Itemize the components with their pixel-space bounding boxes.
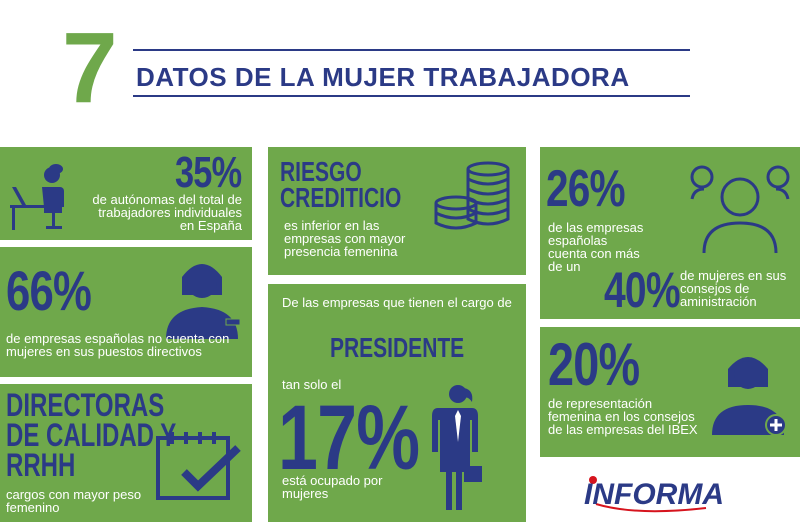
stat-text-40: de mujeres en sus consejos de aministrac… (680, 268, 787, 309)
group-people-icon (690, 165, 790, 254)
header-line-top (133, 49, 690, 51)
informa-logo: INFORMA (584, 474, 754, 514)
stat-card-presidente: De las empresas que tienen el cargo de P… (268, 284, 526, 522)
stat-value-66: 66% (6, 259, 92, 322)
header-number: 7 (62, 12, 118, 124)
presidente-intro: De las empresas que tienen el cargo de (282, 295, 512, 310)
stat-value-26: 26% (546, 160, 626, 218)
stat-value-17: 17% (278, 387, 420, 489)
stat-card-ibex: 20% de representación femenina en los co… (540, 327, 800, 457)
stat-text-26: de las empresas españolas cuenta con más… (548, 220, 644, 274)
presidente-pre: tan solo el (282, 377, 342, 392)
stat-card-consejos: 26% de las empresas españolas cuenta con… (540, 147, 800, 319)
woman-plus-icon (712, 357, 787, 436)
header-line-bottom (133, 95, 690, 97)
businesswoman-icon (432, 385, 482, 510)
stat-card-autonomas: 35% de autónomas del total de trabajador… (0, 147, 252, 240)
stat-value-40: 40% (604, 262, 681, 318)
stat-text-66: de empresas españolas no cuenta con muje… (6, 331, 230, 359)
woman-laptop-icon (10, 164, 64, 230)
stat-value-20: 20% (548, 331, 640, 398)
presidente-post: está ocupado por mujeres (282, 473, 383, 501)
stat-card-directoras: DIRECTORAS DE CALIDAD Y RRHH cargos con … (0, 384, 252, 522)
stat-card-riesgo: RIESGO CREDITICIO es inferior en las emp… (268, 147, 526, 275)
riesgo-text: es inferior en las empresas con mayor pr… (284, 218, 406, 259)
stat-text-35: de autónomas del total de trabajadores i… (92, 192, 242, 233)
page-title: DATOS DE LA MUJER TRABAJADORA (136, 62, 630, 92)
woman-bust-icon (166, 264, 241, 339)
calendar-check-icon (156, 432, 241, 500)
presidente-keyword: PRESIDENTE (330, 332, 465, 363)
stat-card-sin-mujeres: 66% de empresas españolas no cuenta con … (0, 247, 252, 377)
directoras-title: DIRECTORAS DE CALIDAD Y RRHH (6, 387, 176, 483)
logo-swoosh-icon (589, 476, 707, 513)
riesgo-title: RIESGO CREDITICIO (280, 156, 402, 213)
stat-value-35: 35% (175, 148, 242, 197)
stat-text-20: de representación femenina en los consej… (548, 396, 698, 437)
directoras-text: cargos con mayor peso femenino (6, 487, 142, 515)
coins-stack-icon (434, 161, 510, 230)
logo-text: INFORMA (584, 478, 724, 511)
